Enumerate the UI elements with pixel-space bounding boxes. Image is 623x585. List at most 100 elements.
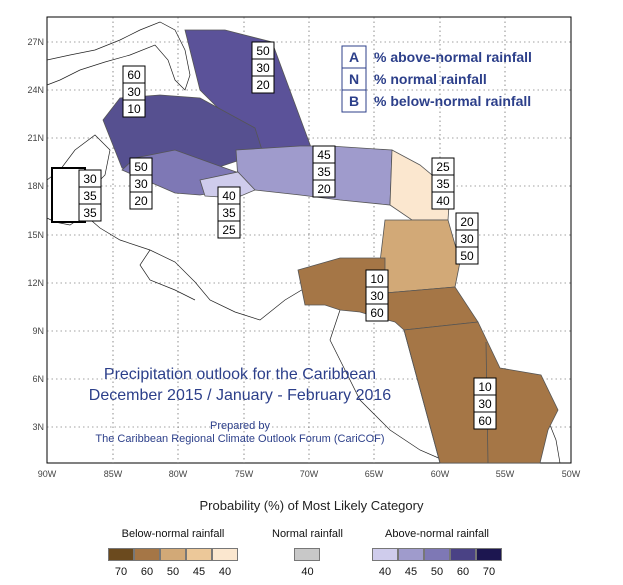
map-title: Precipitation outlook for the Caribbean: [104, 366, 376, 383]
region-southern-haiti: [199, 171, 256, 199]
prob-value: 30: [478, 397, 492, 411]
legend-normal: Normal rainfall 40: [272, 528, 343, 578]
legend-tick: 60: [456, 566, 470, 578]
prob-box-bahamas: 50 30 20: [251, 41, 275, 94]
legend-above-label: Above-normal rainfall: [385, 528, 489, 540]
legend-tick: 45: [192, 566, 206, 578]
key-text-above: % above-normal rainfall: [374, 49, 532, 65]
legend-tick: 60: [140, 566, 154, 578]
prob-value: 10: [127, 102, 141, 116]
legend-swatch: [476, 548, 502, 561]
prob-value: 30: [83, 172, 97, 186]
prepared-by: Prepared by: [210, 420, 270, 432]
lat-label: 15N: [27, 230, 44, 240]
region-southern-lesser-antilles: [379, 219, 461, 294]
lat-label: 9N: [32, 326, 44, 336]
legend-below-swatches: [108, 548, 238, 561]
lat-label: 21N: [27, 133, 44, 143]
legend-below-normal: Below-normal rainfall 70 60 50 45 40: [108, 528, 238, 578]
legend-swatch: [398, 548, 424, 561]
key-text-normal: % normal rainfall: [374, 71, 487, 87]
lon-label: 85W: [104, 469, 123, 479]
lat-label: 6N: [32, 374, 44, 384]
lat-label: 3N: [32, 422, 44, 432]
prob-box-southern-lesser-antilles: 20 30 50: [455, 212, 479, 265]
prob-value: 10: [370, 272, 384, 286]
legend-below-label: Below-normal rainfall: [121, 528, 225, 540]
prob-value: 35: [83, 189, 97, 203]
key-letter-n: N: [349, 71, 359, 87]
prob-value: 50: [256, 44, 270, 58]
lon-label: 75W: [235, 469, 254, 479]
prob-box-belize: 30 35 35: [78, 169, 102, 222]
prepared-by-org: The Caribbean Regional Climate Outlook F…: [95, 433, 384, 445]
legend-swatch: [186, 548, 212, 561]
prob-value: 30: [256, 61, 270, 75]
prob-value: 10: [478, 380, 492, 394]
prob-box-southern-haiti: 40 35 25: [217, 186, 241, 239]
legend-swatch: [212, 548, 238, 561]
latitude-labels: 27N 24N 21N 18N 15N 12N 9N 6N 3N: [27, 37, 44, 432]
legend-normal-ticks: 40: [272, 566, 343, 578]
prob-value: 60: [127, 68, 141, 82]
prob-value: 60: [370, 306, 384, 320]
category-key: A N B % above-normal rainfall % normal r…: [341, 45, 532, 113]
legend-above-ticks: 40 45 50 60 70: [372, 566, 502, 578]
legend-above-normal: Above-normal rainfall 40 45 50 60 70: [372, 528, 502, 578]
prob-value: 25: [436, 160, 450, 174]
prob-value: 35: [317, 165, 331, 179]
legend-swatch: [134, 548, 160, 561]
prob-value: 35: [436, 177, 450, 191]
legend-tick: 70: [114, 566, 128, 578]
legend-normal-swatches: [272, 548, 343, 561]
prob-value: 50: [460, 249, 474, 263]
key-letter-b: B: [349, 93, 359, 109]
prob-value: 40: [436, 194, 450, 208]
prob-value: 30: [134, 177, 148, 191]
prob-box-cuba: 60 30 10: [122, 65, 146, 118]
lon-label: 80W: [169, 469, 188, 479]
prob-value: 25: [222, 223, 236, 237]
prob-box-guianas: 10 30 60: [473, 377, 497, 430]
legend-tick: 70: [482, 566, 496, 578]
legend-swatch: [294, 548, 321, 561]
legend-tick: 40: [301, 566, 314, 578]
prob-value: 35: [222, 206, 236, 220]
prob-value: 30: [127, 85, 141, 99]
prob-value: 60: [478, 414, 492, 428]
legend-tick: 45: [404, 566, 418, 578]
legend-below-ticks: 70 60 50 45 40: [108, 566, 238, 578]
prob-box-northern-leewards: 25 35 40: [431, 157, 455, 210]
lon-label: 65W: [365, 469, 384, 479]
legend-swatch: [372, 548, 398, 561]
prob-value: 30: [370, 289, 384, 303]
legend-swatch: [160, 548, 186, 561]
lat-label: 18N: [27, 181, 44, 191]
probability-boxes: 50 30 20 60 30 10 50 30 20 30 35 35 45 35 20 40 35 25 25 35…: [78, 41, 497, 430]
caribbean-outlook-map: 27N 24N 21N 18N 15N 12N 9N 6N 3N 90W 85W 80W 75W 70W…: [27, 16, 581, 479]
map-subtitle: December 2015 / January - February 2016: [89, 387, 391, 404]
lon-label: 55W: [496, 469, 515, 479]
key-letter-a: A: [349, 49, 359, 65]
prob-value: 20: [256, 78, 270, 92]
legend-above-swatches: [372, 548, 502, 561]
legend-tick: 40: [378, 566, 392, 578]
legend-swatch: [450, 548, 476, 561]
prob-box-southern-caribbean: 10 30 60: [365, 269, 389, 322]
lon-label: 50W: [562, 469, 581, 479]
key-text-below: % below-normal rainfall: [374, 93, 531, 109]
legend-title: Probability (%) of Most Likely Category: [199, 498, 424, 513]
legend-tick: 50: [430, 566, 444, 578]
legend-tick: 50: [166, 566, 180, 578]
prob-value: 20: [317, 182, 331, 196]
lat-label: 24N: [27, 85, 44, 95]
legend-normal-label: Normal rainfall: [272, 528, 343, 540]
lat-label: 12N: [27, 278, 44, 288]
prob-value: 20: [460, 215, 474, 229]
prob-value: 35: [83, 206, 97, 220]
prob-value: 30: [460, 232, 474, 246]
lon-label: 70W: [300, 469, 319, 479]
prob-box-hispaniola-pr: 45 35 20: [312, 145, 336, 198]
legend-swatch: [424, 548, 450, 561]
lon-label: 90W: [38, 469, 57, 479]
